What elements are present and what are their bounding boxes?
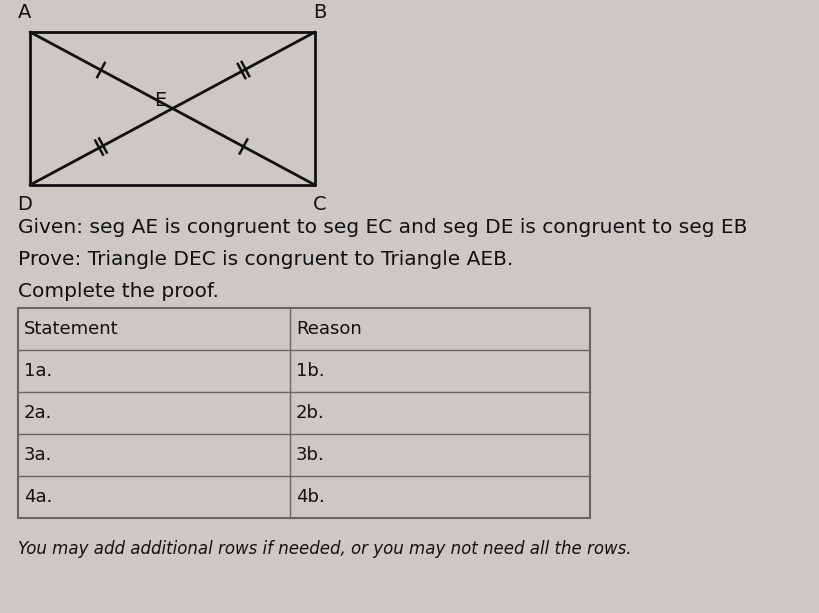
Text: D: D <box>17 195 33 214</box>
Text: C: C <box>313 195 327 214</box>
Text: 3a.: 3a. <box>24 446 52 464</box>
Text: 4b.: 4b. <box>296 488 324 506</box>
Text: Statement: Statement <box>24 320 119 338</box>
Text: Complete the proof.: Complete the proof. <box>18 282 219 301</box>
Text: You may add additional rows if needed, or you may not need all the rows.: You may add additional rows if needed, o… <box>18 540 631 558</box>
Text: B: B <box>313 3 326 22</box>
Text: 1b.: 1b. <box>296 362 324 380</box>
Text: Reason: Reason <box>296 320 361 338</box>
Text: 3b.: 3b. <box>296 446 324 464</box>
Text: 2a.: 2a. <box>24 404 52 422</box>
Bar <box>18 308 590 518</box>
Text: Given: seg AE is congruent to seg EC and seg DE is congruent to seg EB: Given: seg AE is congruent to seg EC and… <box>18 218 746 237</box>
Text: 1a.: 1a. <box>24 362 52 380</box>
Text: 4a.: 4a. <box>24 488 52 506</box>
Text: E: E <box>154 91 166 110</box>
Text: 2b.: 2b. <box>296 404 324 422</box>
Text: Prove: Triangle DEC is congruent to Triangle AEB.: Prove: Triangle DEC is congruent to Tria… <box>18 250 513 269</box>
Text: A: A <box>18 3 32 22</box>
